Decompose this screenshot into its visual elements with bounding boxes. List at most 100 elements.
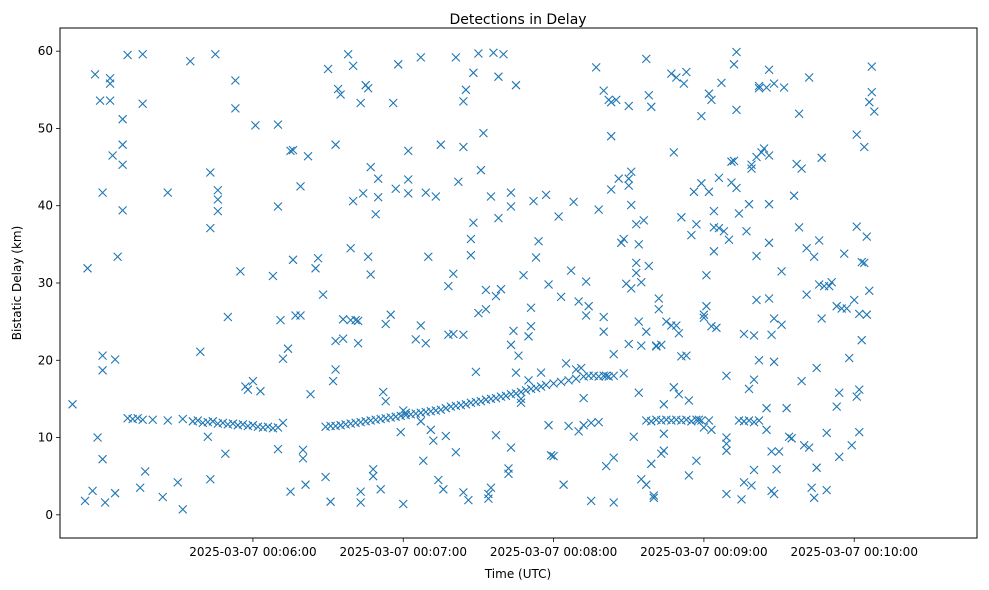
- data-point: [679, 79, 689, 89]
- data-point: [747, 164, 756, 174]
- data-point: [448, 269, 458, 279]
- data-point: [817, 153, 827, 163]
- data-point: [782, 403, 791, 413]
- data-point: [764, 151, 774, 160]
- data-point: [438, 484, 448, 494]
- data-point: [536, 368, 546, 378]
- data-point: [441, 431, 451, 441]
- data-point: [544, 280, 553, 289]
- data-point: [481, 285, 491, 295]
- data-point: [368, 471, 378, 481]
- data-point: [754, 355, 764, 365]
- data-point: [611, 95, 621, 105]
- data-point: [491, 393, 501, 403]
- data-point: [636, 341, 646, 350]
- data-point: [561, 358, 571, 368]
- data-point: [641, 327, 651, 337]
- data-point: [213, 185, 223, 195]
- data-point: [458, 488, 468, 497]
- data-point: [742, 226, 751, 236]
- data-point: [707, 425, 716, 435]
- data-point: [148, 415, 158, 425]
- data-point: [606, 131, 616, 141]
- data-point: [549, 451, 558, 461]
- data-point: [494, 72, 503, 82]
- data-point: [436, 405, 446, 415]
- data-point: [373, 174, 383, 184]
- data-point: [178, 505, 188, 514]
- data-point: [313, 253, 323, 263]
- y-tick-label: 10: [38, 431, 53, 445]
- data-point: [403, 175, 413, 184]
- data-point: [804, 73, 814, 82]
- data-point: [609, 371, 619, 381]
- data-point: [516, 387, 526, 397]
- data-point: [609, 498, 619, 507]
- data-point: [767, 330, 776, 340]
- data-point: [205, 223, 215, 233]
- chart-title: Detections in Delay: [449, 12, 586, 28]
- data-point: [717, 78, 726, 88]
- x-tick-label: 2025-03-07 00:10:00: [791, 545, 918, 559]
- data-point: [594, 205, 604, 214]
- data-point: [599, 86, 609, 95]
- data-point: [511, 368, 521, 378]
- data-point: [376, 484, 386, 494]
- data-point: [646, 459, 656, 469]
- data-point: [681, 351, 691, 361]
- data-point: [343, 49, 353, 59]
- data-point: [519, 270, 528, 280]
- data-point: [433, 475, 443, 485]
- data-point: [869, 107, 879, 116]
- data-point: [353, 338, 363, 348]
- data-point: [867, 62, 877, 72]
- data-point: [506, 340, 516, 350]
- data-point: [864, 97, 874, 107]
- data-point: [363, 83, 373, 93]
- data-point: [787, 433, 796, 443]
- y-tick-label: 30: [38, 276, 53, 290]
- data-point: [481, 304, 491, 314]
- data-point: [363, 252, 373, 262]
- data-point: [581, 311, 591, 320]
- data-point: [571, 374, 581, 384]
- data-point: [681, 67, 691, 77]
- data-point: [762, 425, 771, 435]
- data-point: [814, 280, 824, 289]
- data-point: [138, 49, 148, 59]
- data-point: [273, 120, 283, 129]
- data-point: [857, 335, 867, 345]
- data-point: [303, 151, 313, 161]
- data-point: [764, 199, 774, 209]
- data-point: [699, 310, 709, 320]
- data-point: [531, 383, 541, 393]
- data-point: [802, 290, 812, 299]
- data-point: [110, 488, 120, 498]
- data-markers: [68, 47, 879, 514]
- data-point: [641, 54, 651, 64]
- data-point: [581, 277, 591, 286]
- data-point: [105, 79, 115, 89]
- data-point: [506, 443, 516, 452]
- data-point: [559, 480, 568, 490]
- data-point: [403, 188, 413, 198]
- data-point: [298, 454, 308, 463]
- data-point: [704, 416, 714, 425]
- data-point: [138, 99, 148, 109]
- data-point: [759, 144, 769, 153]
- data-point: [684, 471, 694, 480]
- data-point: [135, 483, 145, 493]
- data-point: [243, 385, 253, 395]
- data-point: [98, 351, 107, 361]
- data-point: [624, 339, 634, 349]
- data-point: [521, 386, 531, 395]
- data-point: [236, 267, 245, 276]
- y-axis: 0 10 20 30 40 50 60: [38, 44, 60, 522]
- data-point: [727, 157, 736, 167]
- data-point: [739, 329, 749, 339]
- data-point: [669, 382, 679, 392]
- data-point: [606, 185, 616, 194]
- data-point: [767, 447, 776, 456]
- data-point: [809, 493, 819, 503]
- data-point: [854, 309, 864, 319]
